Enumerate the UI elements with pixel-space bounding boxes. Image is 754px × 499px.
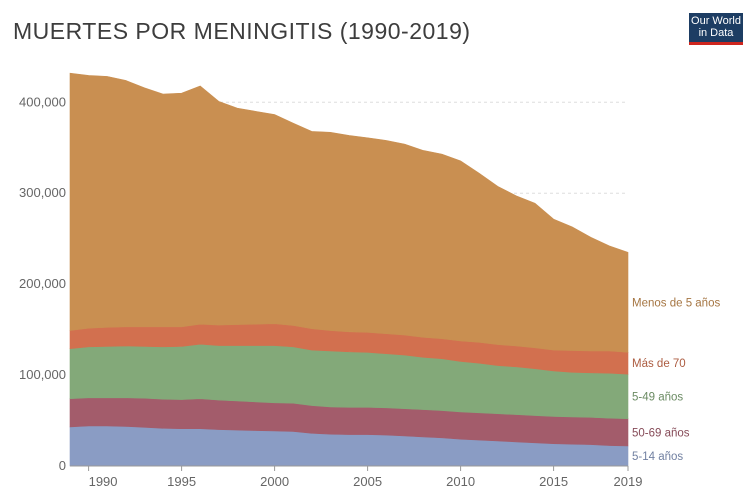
x-tick-label: 1995 [167, 474, 196, 489]
logo-underline [689, 42, 743, 45]
series-areas [69, 72, 629, 467]
area-menos-de-5-a-os [69, 72, 629, 353]
x-tick-label: 2000 [260, 474, 289, 489]
y-tick-label: 300,000 [19, 185, 66, 200]
x-tick-label: 2005 [353, 474, 382, 489]
series-labels: 5-14 años 50-69 años 5-49 años Más de 70 Men… [632, 297, 720, 463]
chart-title: MUERTES POR MENINGITIS (1990-2019) [13, 18, 471, 44]
series-label: Más de 70 [632, 358, 686, 370]
logo-line-2: in Data [698, 27, 734, 39]
owid-logo[interactable]: Our World in Data [689, 13, 743, 45]
logo-line-1: Our World [691, 15, 741, 27]
y-tick-label: 100,000 [19, 367, 66, 382]
y-axis: 0 100,000 200,000 300,000 400,000 [19, 94, 66, 473]
y-tick-label: 400,000 [19, 94, 66, 109]
x-tick-label: 2010 [446, 474, 475, 489]
x-axis: 1990 1995 2000 2005 2010 2015 2019 [70, 465, 643, 489]
x-tick-label: 2015 [539, 474, 568, 489]
y-tick-label: 200,000 [19, 276, 66, 291]
series-label: 50-69 años [632, 427, 690, 439]
x-tick-label: 2019 [614, 474, 643, 489]
series-label: Menos de 5 años [632, 297, 720, 309]
series-label: 5-14 años [632, 451, 683, 463]
y-tick-label: 0 [59, 458, 66, 473]
x-tick-label: 1990 [89, 474, 118, 489]
series-label: 5-49 años [632, 391, 683, 403]
